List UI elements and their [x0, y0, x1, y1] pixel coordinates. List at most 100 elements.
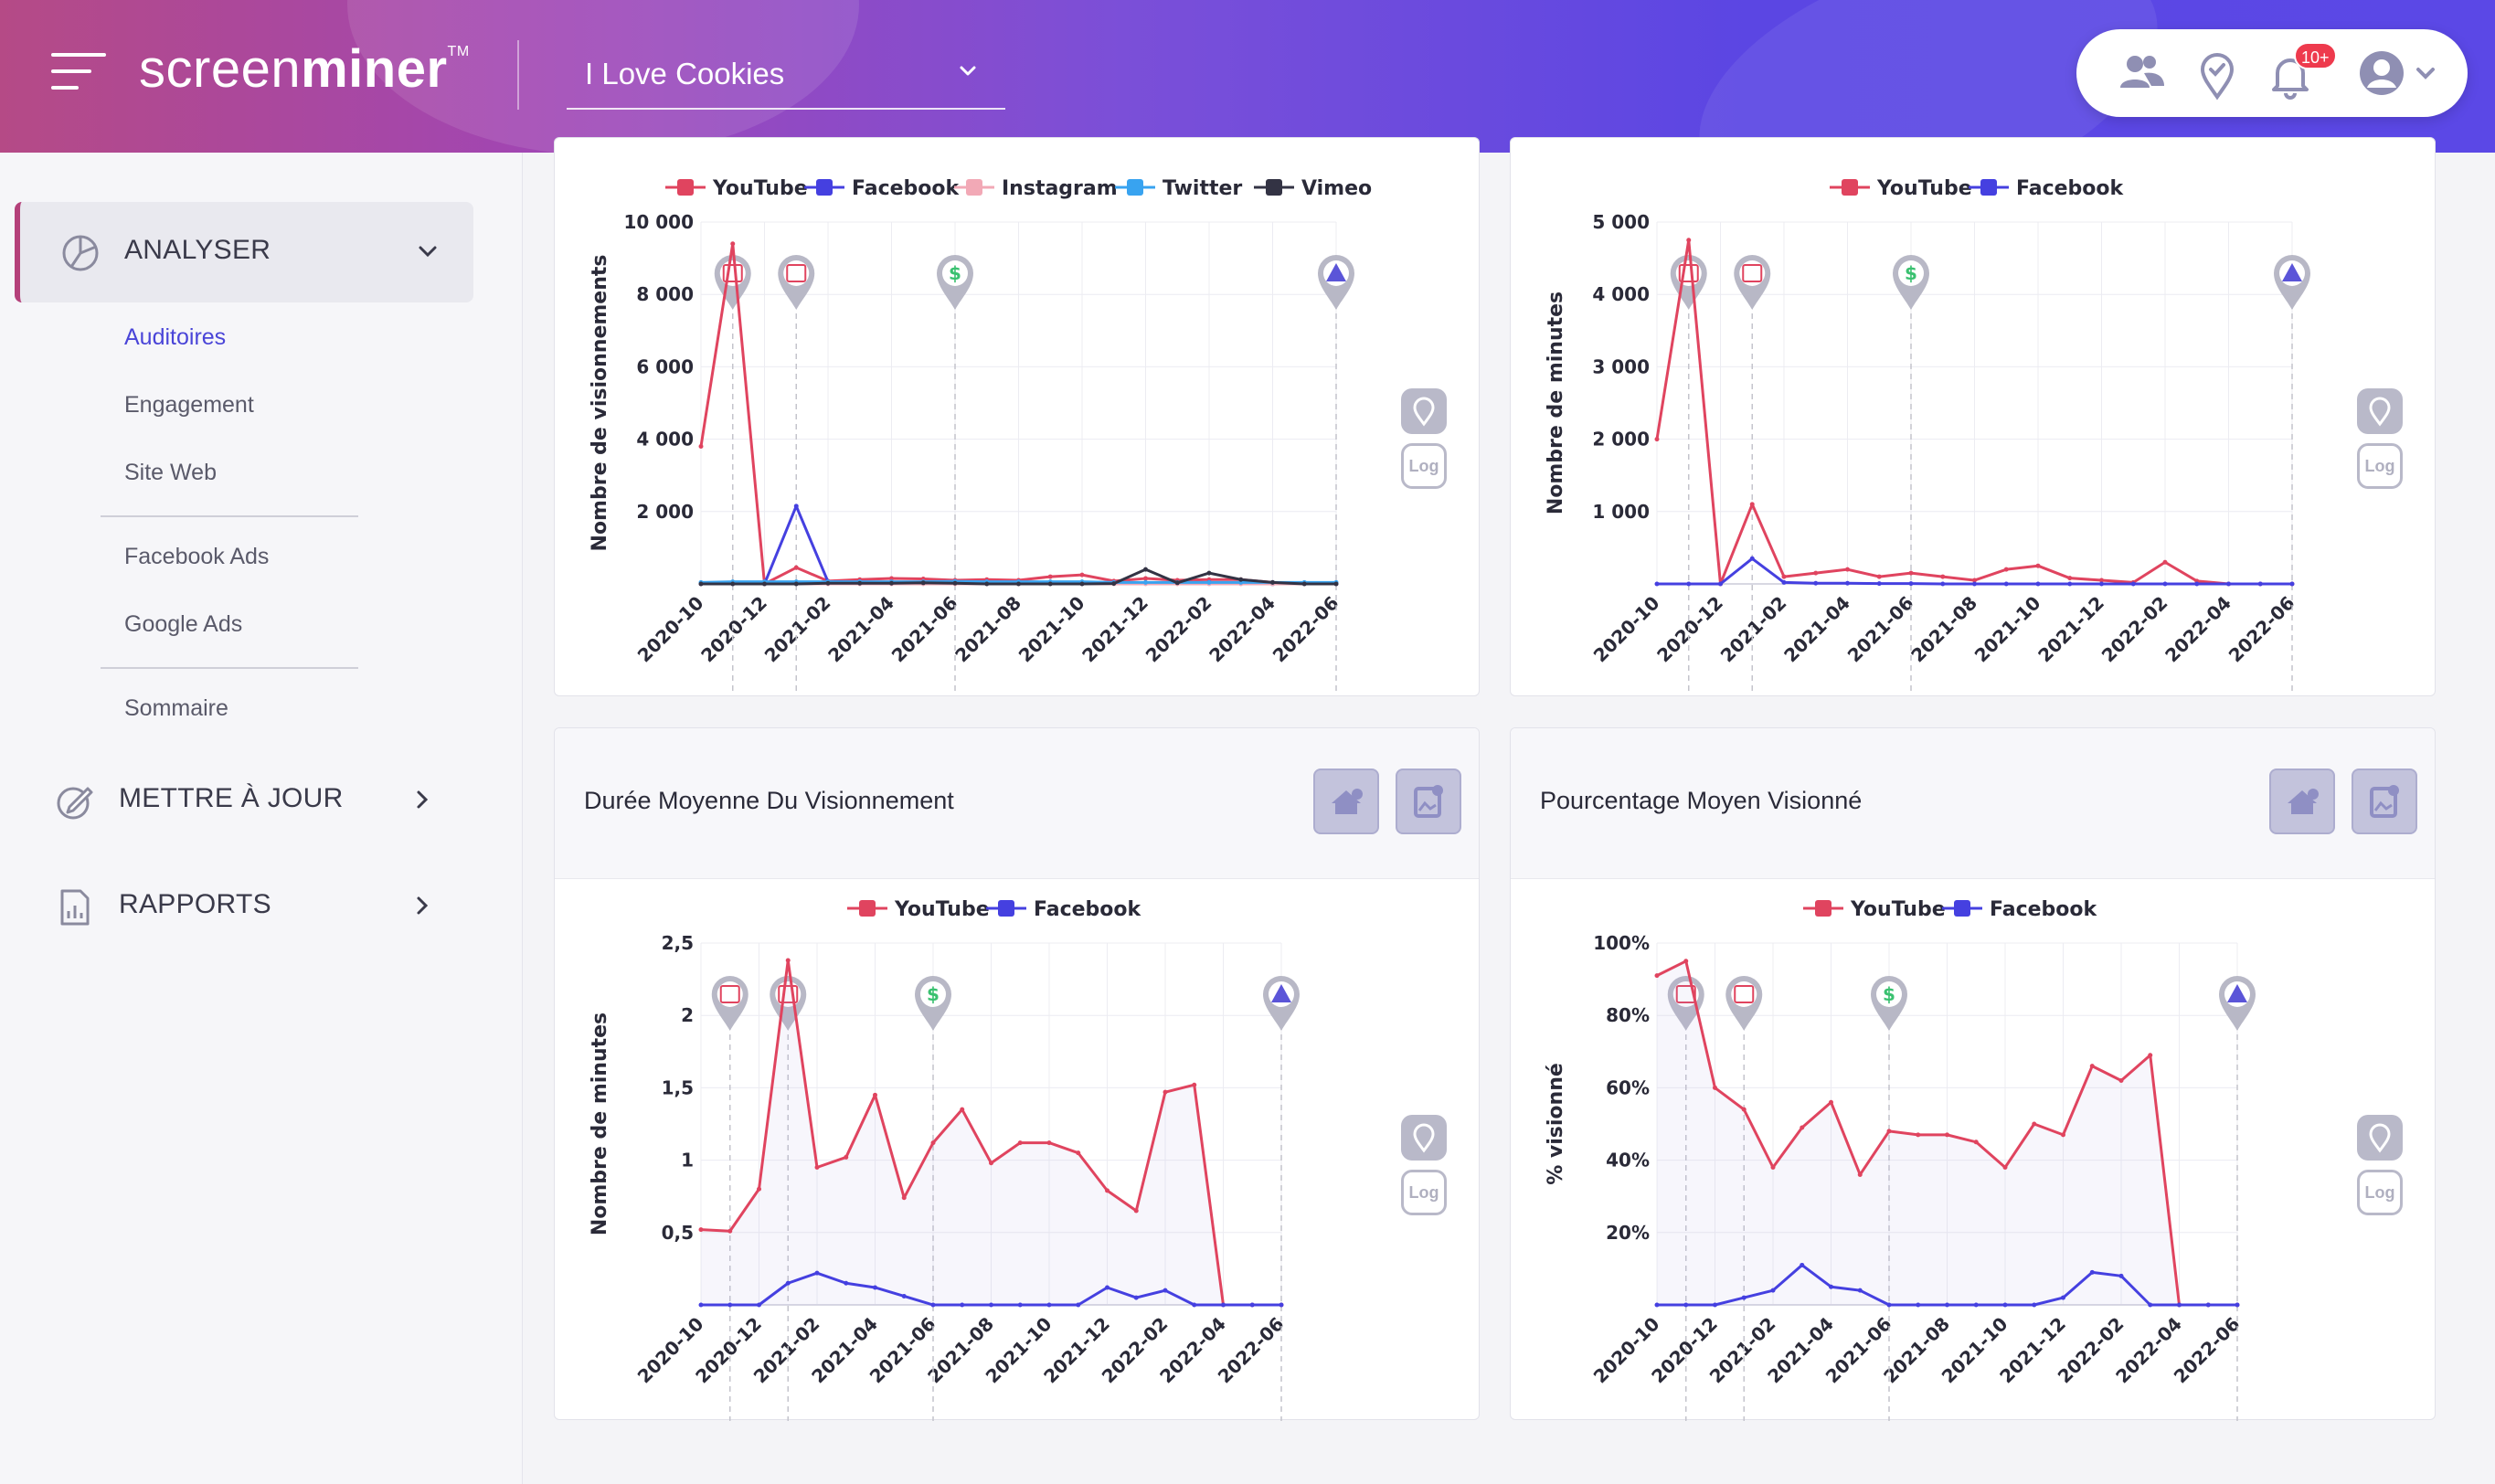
log-scale-button[interactable]: Log [1401, 443, 1447, 489]
legend-label: Vimeo [1301, 177, 1372, 200]
data-point [1749, 556, 1755, 561]
data-point [1221, 1302, 1226, 1308]
calendar-icon [719, 985, 740, 1003]
dollar-icon: $ [927, 983, 940, 1005]
data-point [844, 1154, 849, 1160]
sidebar-item-site-web[interactable]: Site Web [124, 460, 217, 485]
annotation-pin [1670, 255, 1707, 310]
data-point [2003, 567, 2009, 572]
data-point [1076, 1302, 1081, 1308]
calendar-icon [1734, 985, 1755, 1003]
avg-percent-chart: 20%40%60%80%100%% visionné2020-102020-12… [1545, 898, 2256, 1421]
log-scale-button[interactable]: Log [1401, 1170, 1447, 1215]
sidebar-item-google-ads[interactable]: Google Ads [124, 611, 243, 637]
data-point [1046, 1140, 1052, 1146]
legend-swatch [1980, 179, 1997, 196]
sidebar-item-sommaire[interactable]: Sommaire [124, 695, 228, 721]
home-gear-icon [2288, 789, 2319, 814]
data-point [1047, 581, 1053, 587]
data-point [793, 565, 799, 570]
y-axis-label: Nombre de visionnements [589, 255, 611, 552]
legend-swatch [677, 179, 694, 196]
data-point [1654, 973, 1660, 979]
y-tick-label: 20% [1606, 1222, 1650, 1244]
log-scale-button[interactable]: Log [2357, 443, 2403, 489]
sidebar-section-analyser[interactable]: ANALYSER [15, 202, 473, 302]
data-point [844, 1280, 849, 1286]
account-select[interactable]: I Love Cookies [567, 48, 1005, 110]
edit-icon [57, 787, 93, 820]
dollar-icon: $ [1883, 983, 1895, 1005]
image-export-icon [2370, 785, 2399, 818]
data-point [1143, 576, 1148, 581]
data-point [1713, 1085, 1717, 1090]
user-avatar-icon[interactable] [2358, 49, 2446, 101]
calendar-icon [786, 264, 807, 282]
x-tick-label: 2022-06 [2224, 592, 2299, 667]
sidebar-section-label: METTRE À JOUR [119, 783, 344, 813]
menu-toggle-icon[interactable] [51, 51, 106, 91]
card-header: Pourcentage Moyen Visionné [1511, 728, 2435, 879]
y-tick-label: 80% [1606, 1004, 1650, 1026]
annotation-tool-button[interactable] [1401, 1115, 1447, 1161]
export-image-button[interactable] [1396, 768, 1461, 834]
map-pin-icon [1413, 397, 1435, 427]
annotation-tool-button[interactable] [2357, 388, 2403, 434]
legend-label: YouTube [1850, 898, 1946, 921]
pin-center [920, 981, 946, 1007]
sidebar: ANALYSER Auditoires Engagement Site Web … [0, 153, 523, 1484]
map-pin-icon[interactable] [2195, 49, 2239, 101]
data-point [1829, 1284, 1833, 1289]
log-scale-button[interactable]: Log [2357, 1170, 2403, 1215]
data-point [1017, 1302, 1023, 1308]
data-point [2032, 1121, 2037, 1127]
calendar-icon [1675, 985, 1696, 1003]
y-tick-label: 1 000 [1592, 501, 1650, 523]
data-point [1916, 1132, 1921, 1138]
sidebar-item-auditoires[interactable]: Auditoires [124, 324, 227, 350]
data-point [1133, 1295, 1139, 1300]
data-point [1857, 1288, 1863, 1293]
data-point [1017, 1140, 1023, 1146]
x-tick-label: 2022-04 [2161, 592, 2235, 667]
data-point [1876, 574, 1882, 579]
app-logo[interactable]: screenminerTM [139, 38, 470, 100]
annotation-pin [1263, 976, 1300, 1031]
legend-label: Facebook [1990, 898, 2098, 921]
data-point [1686, 581, 1692, 587]
data-point [889, 580, 894, 586]
export-image-button[interactable] [2352, 768, 2417, 834]
sidebar-section-rapports[interactable]: RAPPORTS [15, 856, 473, 957]
data-point [2089, 1269, 2095, 1275]
data-point [1143, 567, 1148, 572]
annotation-pin [711, 976, 748, 1031]
data-point [1749, 502, 1755, 507]
data-point [1972, 581, 1977, 587]
data-point [960, 1107, 965, 1112]
data-point [2148, 1302, 2153, 1308]
home-settings-button[interactable] [1313, 768, 1379, 834]
data-point [793, 504, 799, 509]
annotation-tool-button[interactable] [2357, 1115, 2403, 1161]
data-point [2067, 581, 2073, 587]
annotation-tool-button[interactable] [1401, 388, 1447, 434]
sidebar-section-mettre-a-jour[interactable]: METTRE À JOUR [15, 750, 473, 851]
sidebar-item-facebook-ads[interactable]: Facebook Ads [124, 544, 270, 569]
sidebar-section-label: ANALYSER [124, 235, 271, 265]
data-point [1079, 581, 1085, 587]
users-icon[interactable] [2117, 49, 2168, 97]
home-settings-button[interactable] [2269, 768, 2335, 834]
warning-icon [2282, 263, 2302, 281]
chevron-down-icon [960, 66, 976, 76]
annotation-pin: $ [937, 255, 973, 310]
y-tick-label: 2,5 [662, 932, 694, 954]
logo-trademark: TM [447, 44, 470, 59]
data-point [727, 1228, 733, 1234]
x-tick-label: 2022-06 [1269, 592, 1343, 667]
data-point [757, 1302, 761, 1308]
data-point [1800, 1125, 1805, 1130]
data-point [1813, 570, 1819, 576]
sidebar-item-engagement[interactable]: Engagement [124, 392, 254, 418]
data-point [1800, 1262, 1805, 1267]
data-point [1916, 1302, 1921, 1308]
